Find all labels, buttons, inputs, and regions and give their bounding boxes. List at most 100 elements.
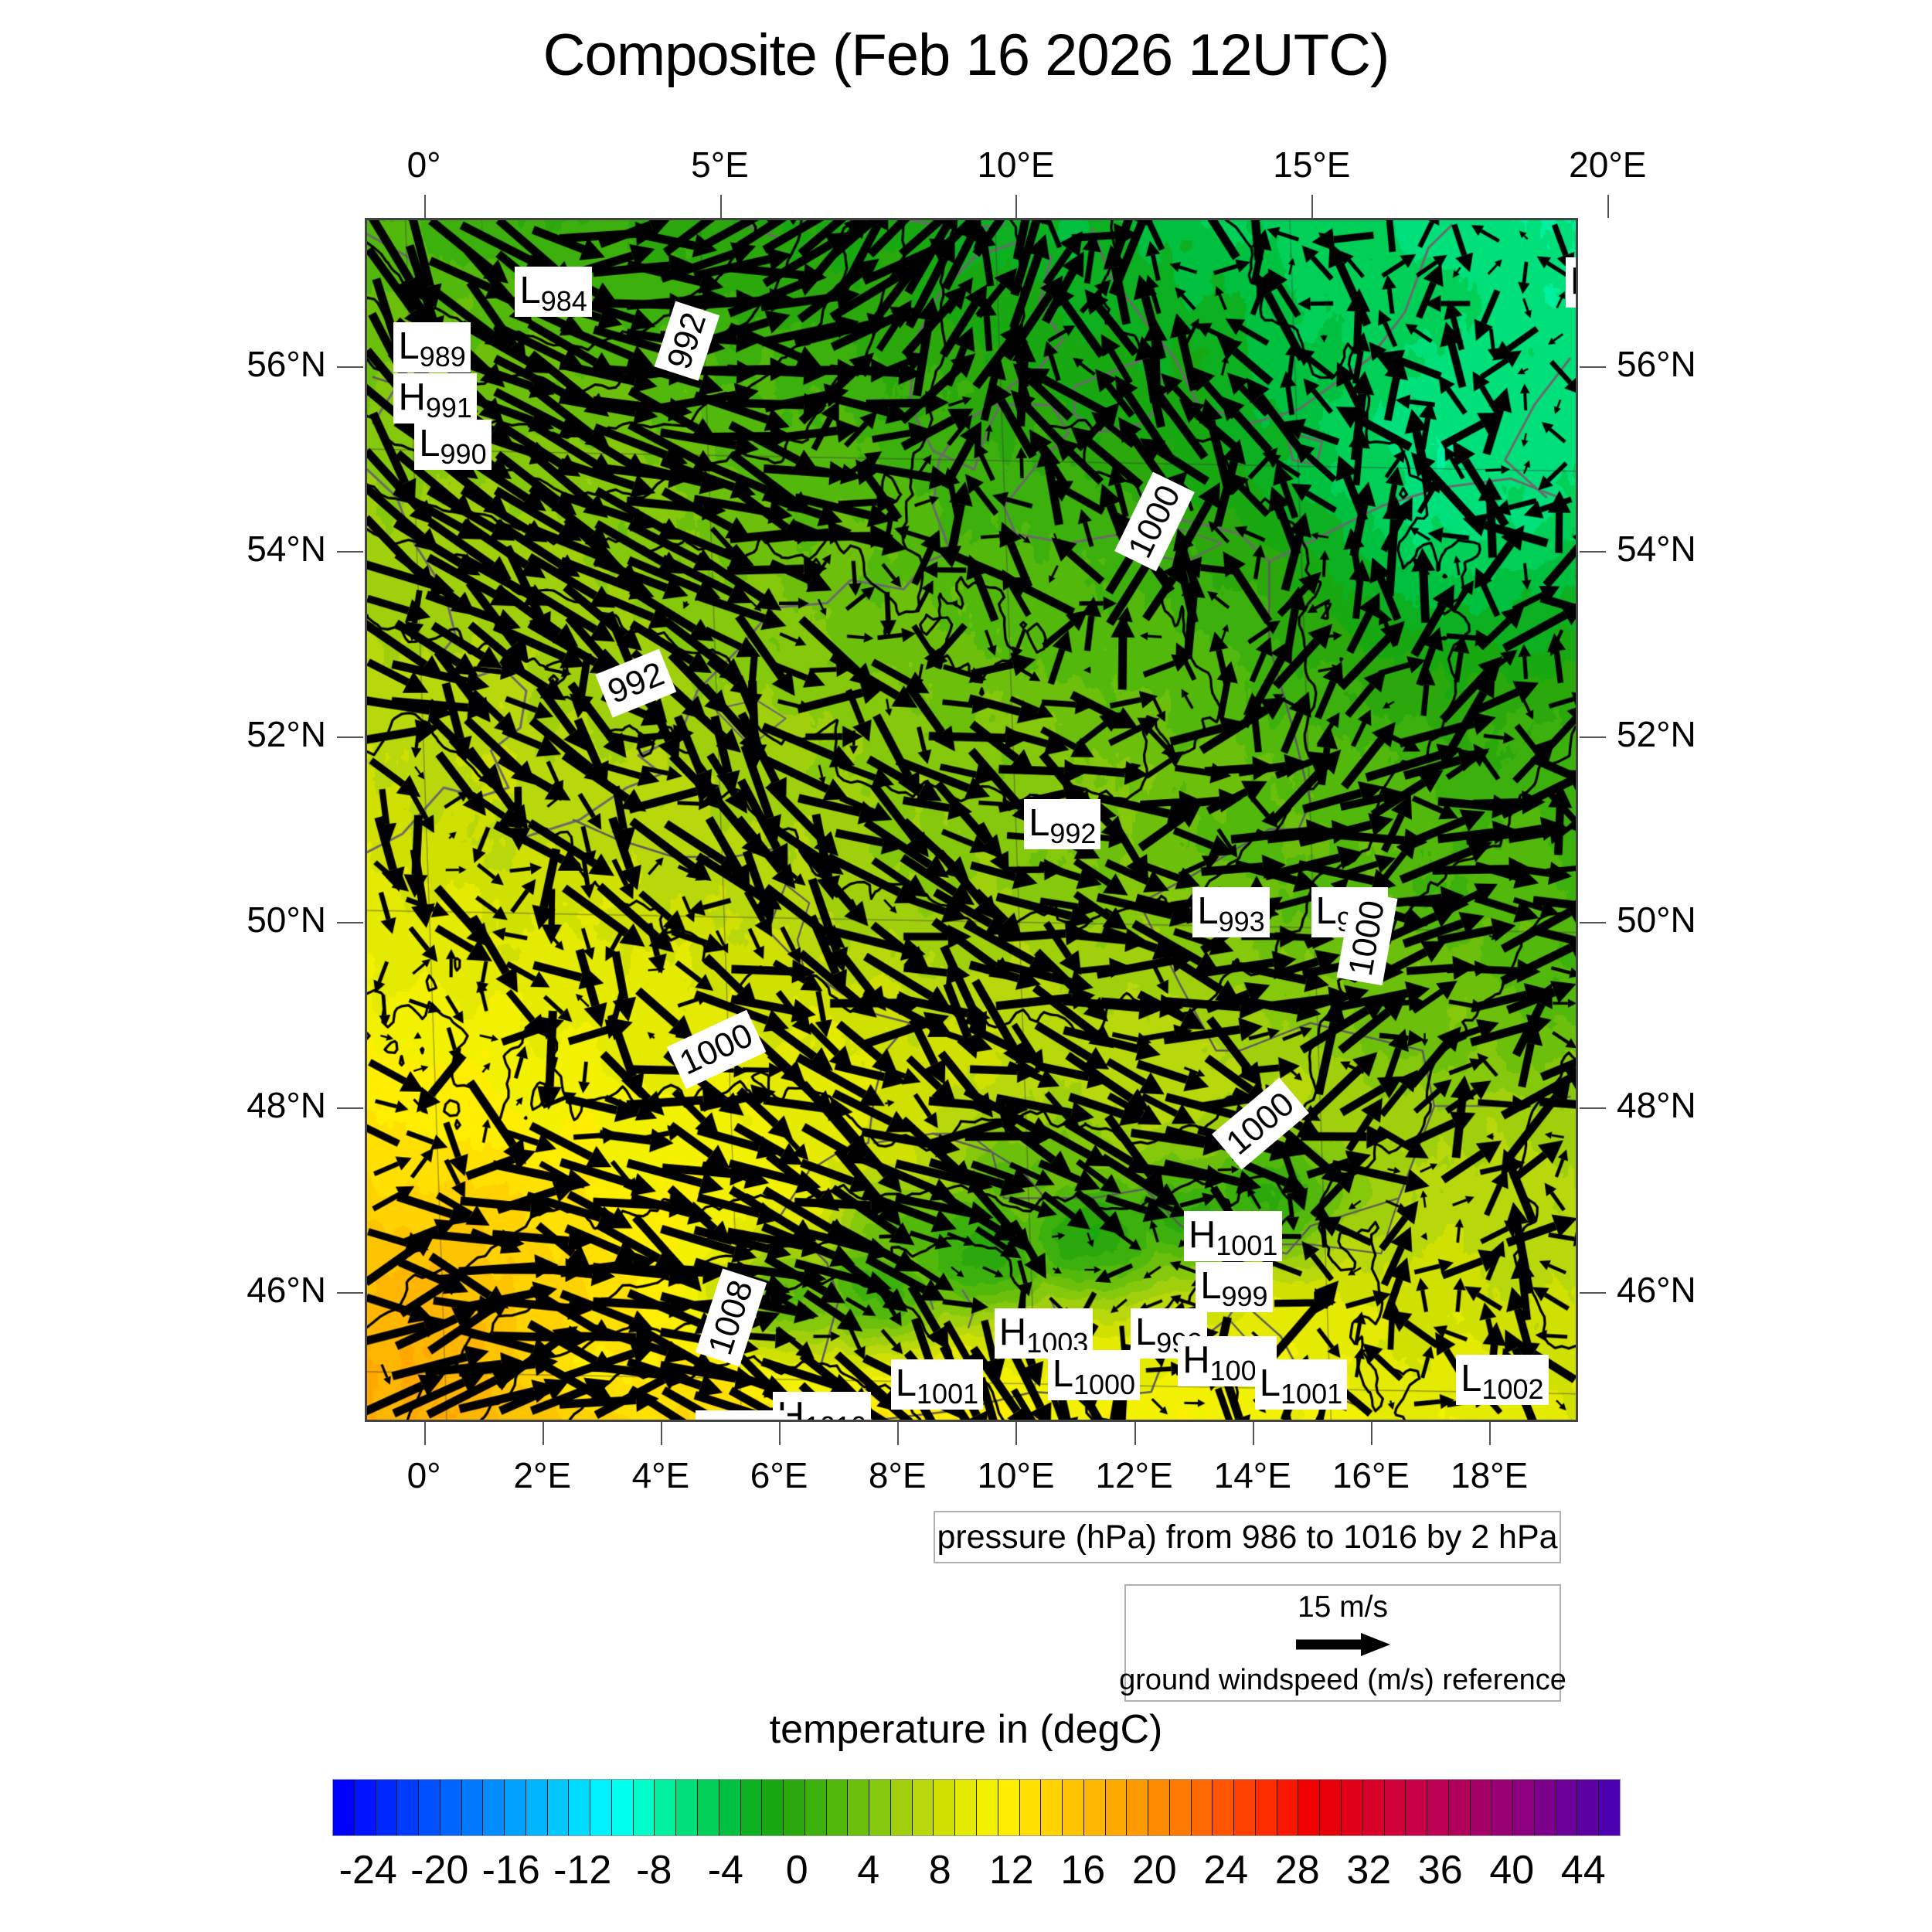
pressure-extremum-label: H bbox=[1565, 257, 1576, 308]
pressure-extremum-label: L992 bbox=[1024, 799, 1101, 850]
colorbar-swatch bbox=[1599, 1780, 1620, 1835]
right-axis-tick bbox=[1580, 366, 1606, 368]
colorbar-swatch bbox=[1427, 1780, 1449, 1835]
colorbar-swatch bbox=[419, 1780, 440, 1835]
colorbar-swatch bbox=[1341, 1780, 1363, 1835]
bottom-axis-label: 0° bbox=[406, 1455, 441, 1495]
colorbar-swatch bbox=[1513, 1780, 1535, 1835]
wind-reference-legend: 15 m/s ground windspeed (m/s) reference bbox=[1119, 1584, 1566, 1702]
right-axis-label: 46°N bbox=[1617, 1270, 1696, 1311]
pressure-extremum-label: L989 bbox=[393, 321, 471, 372]
bottom-axis-label: 2°E bbox=[513, 1455, 572, 1495]
colorbar-swatch bbox=[505, 1780, 526, 1835]
colorbar-swatch bbox=[333, 1780, 355, 1835]
colorbar-swatch bbox=[1277, 1780, 1299, 1835]
right-axis-label: 56°N bbox=[1617, 343, 1696, 384]
colorbar-tick-label: 0 bbox=[785, 1848, 808, 1893]
pressure-extremum-type: L bbox=[398, 325, 420, 367]
left-axis-label: 54°N bbox=[247, 529, 326, 570]
right-axis-label: 48°N bbox=[1617, 1084, 1696, 1125]
left-axis-tick bbox=[337, 1107, 363, 1109]
colorbar-tick-label: -4 bbox=[707, 1848, 743, 1893]
pressure-extremum-type: L bbox=[419, 422, 440, 464]
pressure-extremum-value: 992 bbox=[1049, 818, 1097, 850]
right-axis-label: 50°N bbox=[1617, 899, 1696, 940]
pressure-extremum-type: H bbox=[998, 1311, 1027, 1354]
pressure-extremum-value: 999 bbox=[1221, 1281, 1268, 1313]
bottom-axis-tick bbox=[1489, 1422, 1492, 1445]
colorbar-swatch bbox=[740, 1780, 763, 1835]
left-axis-label: 46°N bbox=[247, 1270, 326, 1311]
right-axis-tick bbox=[1580, 736, 1606, 739]
pressure-extremum-type: L bbox=[1197, 889, 1219, 932]
bottom-axis-label: 12°E bbox=[1095, 1455, 1173, 1495]
left-axis-tick bbox=[337, 1292, 363, 1294]
top-axis-label: 10°E bbox=[977, 145, 1055, 185]
pressure-extremum-value: 989 bbox=[419, 340, 466, 372]
pressure-extremum-label: L984 bbox=[515, 266, 592, 317]
colorbar-swatch bbox=[934, 1780, 956, 1835]
wind-reference-value: 15 m/s bbox=[1297, 1590, 1389, 1624]
colorbar-swatch bbox=[1169, 1780, 1192, 1835]
bottom-axis-tick bbox=[1252, 1422, 1254, 1445]
top-axis-tick bbox=[423, 195, 426, 218]
colorbar-swatch bbox=[998, 1780, 1020, 1835]
temperature-pressure-wind-map bbox=[367, 220, 1576, 1420]
top-axis-label: 5°E bbox=[691, 145, 749, 185]
colorbar-tick-label: 8 bbox=[928, 1848, 951, 1893]
wind-arrow-icon bbox=[1295, 1632, 1390, 1656]
pressure-extremum-type: L bbox=[519, 269, 541, 311]
colorbar-swatch bbox=[890, 1780, 913, 1835]
colorbar-title: temperature in (degC) bbox=[769, 1707, 1163, 1752]
left-axis-label: 56°N bbox=[247, 343, 326, 384]
colorbar-tick-label: 44 bbox=[1560, 1848, 1606, 1893]
pressure-extremum-label: L1002 bbox=[1456, 1355, 1549, 1406]
pressure-extremum-value: 1001 bbox=[1281, 1378, 1343, 1410]
colorbar-tick-label: 16 bbox=[1060, 1848, 1106, 1893]
colorbar-tick-labels: -24 -20 -16 -12 -8 -4 0 4 8 12 16 20 24 28 32 36 40 44 bbox=[332, 1847, 1619, 1893]
colorbar-swatch bbox=[1041, 1780, 1063, 1835]
colorbar-tick-label: -12 bbox=[553, 1848, 612, 1893]
left-axis-tick bbox=[337, 921, 363, 923]
pressure-extremum-label: L993 bbox=[1192, 886, 1270, 937]
colorbar-tick-label: 32 bbox=[1346, 1848, 1392, 1893]
top-axis-label: 0° bbox=[406, 145, 441, 185]
left-axis-tick bbox=[337, 551, 363, 553]
colorbar-swatch bbox=[1255, 1780, 1277, 1835]
colorbar-swatch bbox=[1127, 1780, 1149, 1835]
pressure-contour-legend: pressure (hPa) from 986 to 1016 by 2 hPa bbox=[934, 1511, 1561, 1563]
colorbar-swatch bbox=[1534, 1780, 1556, 1835]
pressure-extremum-value: 990 bbox=[440, 437, 487, 470]
right-axis-tick bbox=[1580, 551, 1606, 553]
colorbar-swatch bbox=[461, 1780, 484, 1835]
right-axis-tick bbox=[1580, 1292, 1606, 1294]
colorbar-swatch bbox=[526, 1780, 548, 1835]
colorbar-swatch bbox=[483, 1780, 505, 1835]
left-axis-label: 52°N bbox=[247, 714, 326, 755]
temperature-colorbar bbox=[332, 1779, 1621, 1836]
bottom-axis-tick bbox=[660, 1422, 662, 1445]
colorbar-swatch bbox=[1556, 1780, 1578, 1835]
bottom-axis-label: 16°E bbox=[1332, 1455, 1410, 1495]
pressure-extremum-value: 1002 bbox=[1481, 1373, 1544, 1406]
colorbar-tick-label: -8 bbox=[636, 1848, 672, 1893]
top-axis-label: 20°E bbox=[1569, 145, 1647, 185]
colorbar-tick-label: 4 bbox=[857, 1848, 880, 1893]
colorbar-tick-label: -16 bbox=[481, 1848, 540, 1893]
pressure-extremum-type: L bbox=[1461, 1358, 1482, 1400]
pressure-extremum-label: L1009 bbox=[696, 1410, 788, 1420]
colorbar-swatch bbox=[1063, 1780, 1084, 1835]
colorbar-swatch bbox=[1492, 1780, 1514, 1835]
pressure-extremum-label: L1001 bbox=[890, 1359, 984, 1410]
top-axis-tick bbox=[719, 195, 722, 218]
colorbar-swatch bbox=[1384, 1780, 1406, 1835]
colorbar-swatch bbox=[1105, 1780, 1128, 1835]
pressure-extremum-label: L1000 bbox=[1047, 1350, 1141, 1401]
colorbar-swatch bbox=[547, 1780, 570, 1835]
right-axis-tick bbox=[1580, 1107, 1606, 1109]
pressure-extremum-type: L bbox=[1029, 802, 1050, 845]
pressure-legend-text: pressure (hPa) from 986 to 1016 by 2 hPa bbox=[937, 1518, 1558, 1556]
colorbar-swatch bbox=[762, 1780, 784, 1835]
left-axis-label: 50°N bbox=[247, 899, 326, 940]
page-title: Composite (Feb 16 2026 12UTC) bbox=[543, 22, 1390, 88]
